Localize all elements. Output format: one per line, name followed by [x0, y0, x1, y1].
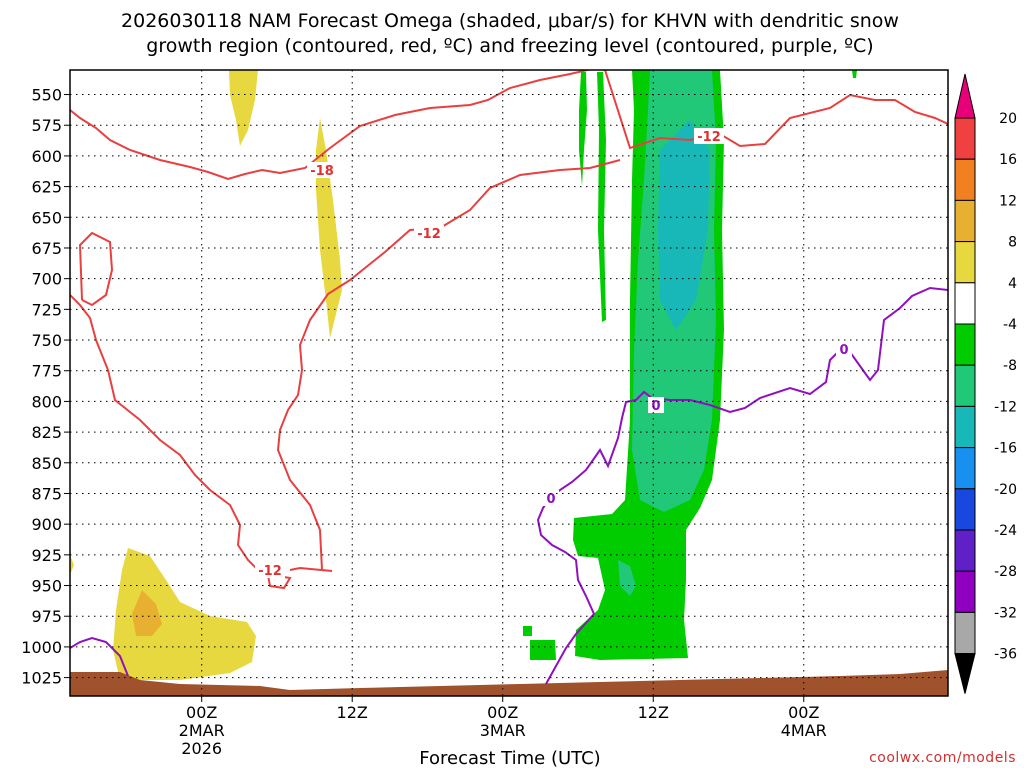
colorbar-label: 8 [1008, 235, 1017, 251]
credit-text: coolwx.com/models [869, 750, 1016, 766]
colorbar-segment [954, 282, 976, 325]
y-tick-label: 900 [31, 515, 62, 534]
x-tick-label: 12Z [337, 703, 368, 722]
colorbar-segment [954, 199, 976, 243]
plot-area: -18 -12 -12 -12 0 0 0 [70, 70, 948, 696]
y-tick-label: 1025 [21, 669, 62, 688]
colorbar-top-arrow [954, 73, 976, 119]
y-tick-label: 725 [31, 300, 62, 319]
x-tick-label: 3MAR [480, 721, 526, 740]
y-tick-label: 825 [31, 423, 62, 442]
y-tick-label: 575 [31, 116, 62, 135]
colorbar-label: 4 [1008, 276, 1017, 292]
dgz-contour-mid [276, 159, 621, 572]
freezing-level-main [536, 286, 948, 685]
omega-negative-patch-top [852, 70, 857, 78]
colorbar-label: 20 [999, 111, 1017, 127]
y-tick-label: 675 [31, 239, 62, 258]
x-tick-label: 00Z [487, 703, 518, 722]
colorbar-segment [954, 117, 976, 160]
colorbar-bottom-arrow [954, 653, 976, 694]
omega-negative-patch-b [523, 626, 532, 636]
colorbar-label: -20 [994, 482, 1017, 498]
grid-lines [70, 70, 948, 696]
dgz-contour-right-upper [600, 70, 948, 150]
y-tick-label: 550 [31, 86, 62, 105]
y-axis: 550 575 600 625 650 675 700 725 750 775 800 825 850 8… [21, 86, 70, 688]
omega-negative-patch-a [530, 640, 556, 660]
y-tick-label: 950 [31, 577, 62, 596]
terrain-surface [70, 670, 948, 696]
colorbar-segment [954, 529, 976, 572]
colorbar-segment [954, 447, 976, 490]
contour-label: -12 [417, 227, 441, 242]
colorbar-label: -12 [994, 399, 1017, 415]
omega-negative-core-lower [618, 560, 636, 596]
colorbar-segment [954, 405, 976, 449]
colorbar-label: 12 [999, 193, 1017, 209]
y-tick-label: 850 [31, 454, 62, 473]
contour-label: 0 [839, 343, 848, 358]
omega-negative-streak-2 [597, 72, 606, 322]
y-tick-label: 975 [31, 607, 62, 626]
y-tick-label: 625 [31, 178, 62, 197]
x-tick-label: 00Z [186, 703, 217, 722]
dgz-contour-upper [70, 70, 592, 181]
contour-label: 0 [546, 492, 555, 507]
dgz-contour-loop [78, 231, 114, 307]
y-tick-label: 875 [31, 484, 62, 503]
chart-title-line-1: 2026030118 NAM Forecast Omega (shaded, μ… [121, 10, 899, 32]
y-tick-label: 700 [31, 270, 62, 289]
colorbar-segment [954, 488, 976, 531]
colorbar-label: 16 [999, 152, 1017, 168]
omega-positive-edge [70, 555, 74, 575]
y-tick-label: 925 [31, 546, 62, 565]
omega-positive-core [132, 590, 162, 636]
x-axis-title: Forecast Time (UTC) [419, 748, 600, 768]
omega-negative-group [523, 70, 857, 660]
contour-label: -12 [258, 564, 282, 579]
y-tick-label: 800 [31, 392, 62, 411]
dgz-contour-left [70, 294, 292, 590]
colorbar: 20 16 12 8 4 -4 -8 -12 -16 -20 -24 -28 -32 -36 [954, 73, 1017, 694]
chart-title-line-2: growth region (contoured, red, ºC) and f… [146, 35, 873, 57]
y-tick-label: 650 [31, 208, 62, 227]
x-tick-label: 2MAR [179, 721, 225, 740]
colorbar-label: -16 [994, 441, 1017, 457]
contour-label: -18 [310, 164, 334, 179]
colorbar-label: -24 [994, 523, 1017, 539]
freezing-level-left [70, 636, 129, 677]
contour-labels: -18 -12 -12 -12 0 0 0 [255, 128, 852, 579]
omega-negative-max [658, 120, 710, 330]
y-tick-label: 775 [31, 362, 62, 381]
x-tick-label: 2026 [181, 739, 222, 758]
y-tick-label: 600 [31, 147, 62, 166]
colorbar-segment [954, 323, 976, 366]
contour-label: -12 [697, 130, 721, 145]
plot-frame [69, 69, 949, 697]
x-tick-label: 12Z [638, 703, 669, 722]
colorbar-label: -32 [994, 605, 1017, 621]
colorbar-segment [954, 364, 976, 407]
colorbar-label: -28 [994, 564, 1017, 580]
colorbar-label: -4 [1003, 317, 1017, 333]
x-tick-label: 4MAR [781, 721, 827, 740]
omega-positive-region-top [229, 70, 258, 146]
colorbar-label: -36 [994, 647, 1017, 663]
colorbar-segment [954, 241, 976, 284]
colorbar-label: -8 [1003, 358, 1017, 374]
contour-label: 0 [651, 399, 660, 414]
colorbar-segment [954, 158, 976, 201]
colorbar-segment [954, 611, 976, 655]
x-tick-label: 00Z [788, 703, 819, 722]
freezing-level-contours [70, 286, 948, 685]
omega-negative-streak-1 [579, 72, 587, 186]
y-tick-label: 750 [31, 331, 62, 350]
dgz-contours [70, 70, 948, 590]
y-tick-label: 1000 [21, 638, 62, 657]
colorbar-segment [954, 570, 976, 613]
